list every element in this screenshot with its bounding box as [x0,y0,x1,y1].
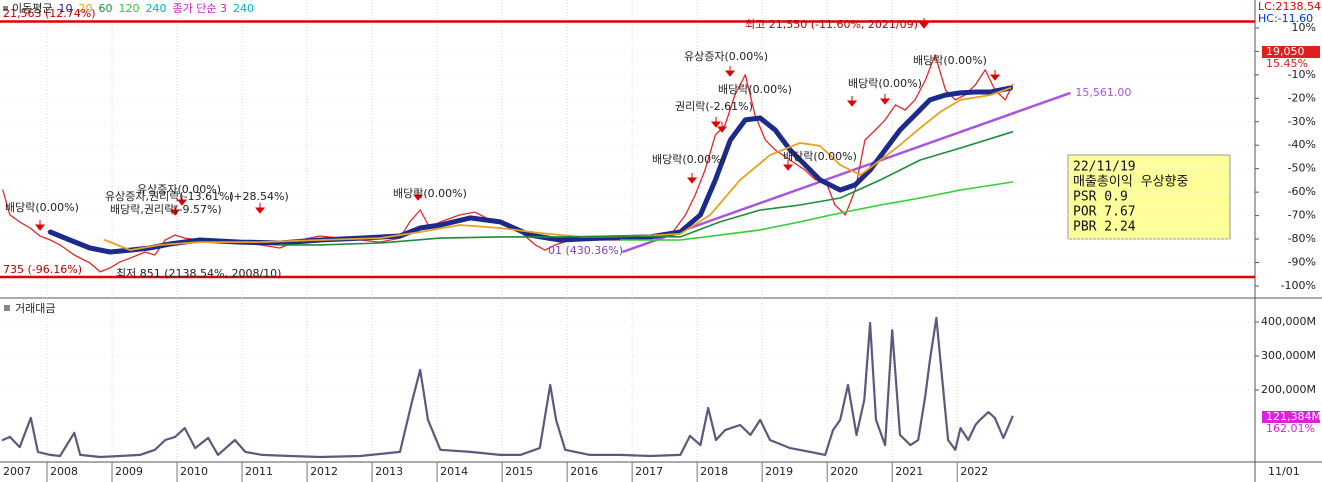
annotation: 유상증자(0.00%) [137,183,221,196]
corner-label: LC:2138.54 [1258,0,1321,13]
corner-label: HC:-11.60 [1258,12,1313,25]
legend-entry: 60 [98,2,112,15]
annotation: 배당락(0.00%) [652,153,726,166]
annotation: 배당락(0.00%) [848,77,922,90]
event-arrow [686,173,698,184]
x-tick-label: 2021 [895,465,923,478]
annotation: 배당락(0.00%) [718,83,792,96]
current-value-label: 121,384M [1266,410,1321,423]
annotation: 배당락(0.00%) [913,54,987,67]
annotation: 배당락(0.00%) [5,201,79,214]
x-tick-label: 2020 [830,465,858,478]
x-tick-label: 2008 [50,465,78,478]
legend-entry: 240 [145,2,166,15]
event-arrow [254,203,266,214]
note-line: 22/11/19 [1073,160,1136,175]
current-value-badge [1262,46,1320,58]
annotation: 01 (430.36%) [548,244,623,257]
moving-average-line [619,181,1014,241]
annotation: 배당락,권리락(-9.57%) [110,203,222,216]
current-value-badge [1262,411,1320,423]
event-arrow [716,122,728,133]
moving-average-line [47,85,1013,255]
y-tick-label: -80% [1288,232,1316,245]
x-tick-label: 2009 [115,465,143,478]
annotation: 유상증자(0.00%) [684,50,768,63]
current-change-label: 15.45% [1266,57,1308,70]
x-tick-label: 2014 [440,465,468,478]
event-arrow [724,66,736,77]
panel-title: 거래대금 [15,302,55,315]
x-tick-label: 2016 [570,465,598,478]
volume-line [1,316,1014,459]
x-tick-label: 2011 [245,465,273,478]
x-tick-label: 2010 [180,465,208,478]
event-arrow [918,18,930,29]
x-tick-label: 2018 [700,465,728,478]
y-tick-label: 400,000M [1261,315,1316,328]
annotation: 유상증자,권리락(-13.61%) [105,190,234,203]
note-line: POR 7.67 [1073,205,1136,220]
legend-entry: 종가 단순 3 [172,2,226,15]
note-line: PSR 0.9 [1073,190,1128,205]
current-change-label: 162.01% [1266,422,1315,435]
trend-label: 15,561.00 [1075,86,1131,99]
y-tick-label: -60% [1288,185,1316,198]
x-tick-label: 2007 [3,465,31,478]
x-tick-label: 2019 [765,465,793,478]
annotation: (+28.54%) [229,190,289,203]
event-arrow [176,195,188,206]
annotation: 735 (-96.16%) [3,263,82,276]
legend-entry: 240 [233,2,254,15]
event-arrow [879,94,891,105]
y-tick-label: 300,000M [1261,349,1316,362]
annotation: 21,563 (12.74%) [3,7,96,20]
y-tick-label: 200,000M [1261,383,1316,396]
price-line [2,54,1014,273]
moving-average-line [279,131,1014,246]
event-arrow [846,96,858,107]
y-tick-label: -20% [1288,91,1316,104]
annotation: 최고 21,550 (-11.60%, 2021/09) [745,18,918,31]
y-tick-label: 10% [1292,21,1316,34]
y-tick-label: -30% [1288,115,1316,128]
event-arrow [34,220,46,231]
y-tick-label: -90% [1288,256,1316,269]
current-value-label: 19,050 [1266,45,1305,58]
y-tick-label: -100% [1281,279,1316,292]
x-tick-label: 2017 [635,465,663,478]
y-tick-label: -10% [1288,68,1316,81]
event-arrow [710,117,722,128]
annotation: 배당락(0.00%) [783,150,857,163]
panel-icon [4,305,10,311]
event-arrow [412,190,424,201]
x-tick-label: 2022 [960,465,988,478]
legend-entry: 20 [78,2,92,15]
annotation: 권리락(-2.61%) [675,100,753,113]
legend-icon [3,6,8,11]
event-arrow [169,205,181,216]
x-tick-label: 2012 [310,465,338,478]
x-tick-label: 2015 [505,465,533,478]
note-line: 매출총이익 우상향중 [1073,175,1189,190]
date-label: 11/01 [1268,465,1300,478]
y-tick-label: -40% [1288,138,1316,151]
event-arrow [989,70,1001,81]
moving-average-line [104,87,1012,251]
note-line: PBR 2.24 [1073,220,1136,235]
y-tick-label: -70% [1288,209,1316,222]
x-tick-label: 2013 [375,465,403,478]
annotation: 최저 851 (2138.54%, 2008/10) [116,267,281,280]
trend-line [621,91,1071,254]
annotation: 배당락(0.00%) [393,187,467,200]
legend-entry: 이동평균 [12,2,52,15]
legend-entry: 120 [118,2,139,15]
legend-entry: 10 [58,2,72,15]
event-arrow [782,160,794,171]
y-tick-label: -50% [1288,162,1316,175]
